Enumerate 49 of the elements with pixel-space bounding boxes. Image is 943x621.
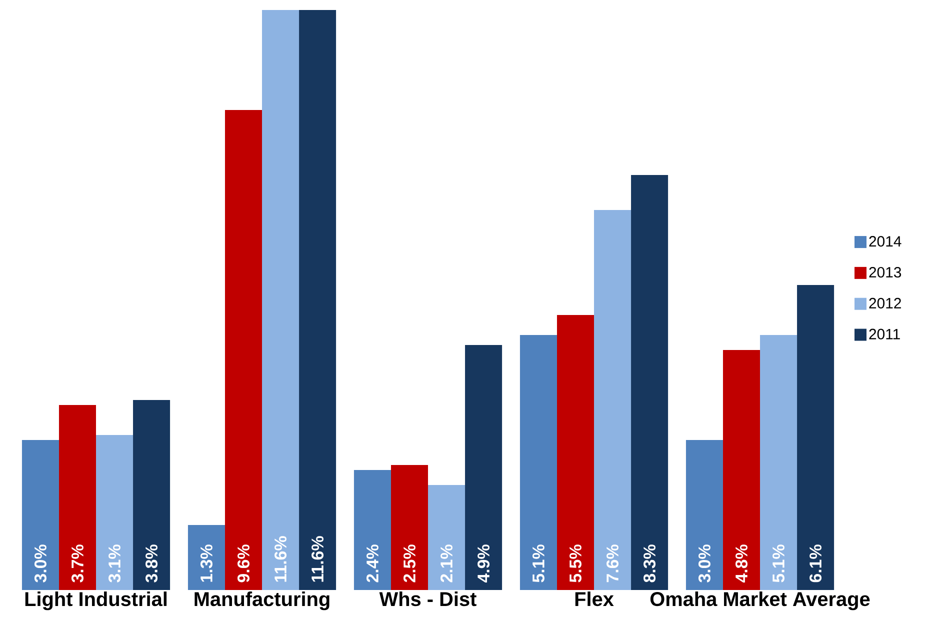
data-label: 3.0% <box>34 544 46 582</box>
legend-label: 2013 <box>869 266 902 278</box>
data-label: 3.7% <box>71 544 84 582</box>
x-tick-label: Flex <box>575 592 614 606</box>
bar <box>556 314 594 590</box>
data-label: 5.1% <box>772 544 784 582</box>
x-tick-label: Whs - Dist <box>379 592 476 606</box>
bar <box>594 210 632 590</box>
data-label: 5.5% <box>570 544 582 582</box>
data-label: 8.3% <box>644 544 656 582</box>
data-label: 5.1% <box>532 544 544 582</box>
data-label: 7.6% <box>606 544 619 582</box>
bar <box>96 435 134 590</box>
bar <box>22 440 59 590</box>
bar <box>188 525 225 590</box>
bar <box>262 10 300 590</box>
bar <box>299 10 336 590</box>
data-label: 2.5% <box>403 544 416 582</box>
bar <box>686 440 723 590</box>
data-label: 6.1% <box>810 544 822 582</box>
data-label: 1.3% <box>200 544 212 582</box>
bar <box>354 470 391 590</box>
legend-label: 2014 <box>869 236 902 247</box>
x-tick-label: Manufacturing <box>194 592 330 610</box>
data-label: 11.6% <box>274 536 287 582</box>
bar <box>631 174 668 590</box>
data-label: 3.8% <box>146 544 158 582</box>
data-label: 2.1% <box>440 544 452 582</box>
x-tick-label: Light Industrial <box>25 592 167 610</box>
bar <box>722 350 760 590</box>
data-label: 3.0% <box>698 544 710 582</box>
x-tick-label: Omaha Market Average <box>650 592 870 610</box>
bar <box>760 334 798 590</box>
data-label: 2.4% <box>366 544 378 582</box>
bar <box>58 405 96 590</box>
data-label: 9.6% <box>237 544 250 582</box>
data-label: 4.9% <box>478 544 490 583</box>
bar <box>390 465 428 590</box>
bar <box>797 284 834 590</box>
data-label: 3.1% <box>108 544 121 582</box>
bar <box>224 110 262 590</box>
bar <box>520 334 557 590</box>
legend-label: 2011 <box>869 328 900 340</box>
bar <box>465 344 502 590</box>
bar <box>428 485 466 590</box>
bar <box>133 400 170 590</box>
data-label: 11.6% <box>312 536 324 582</box>
data-label: 4.8% <box>736 544 748 583</box>
legend-label: 2012 <box>869 298 901 308</box>
